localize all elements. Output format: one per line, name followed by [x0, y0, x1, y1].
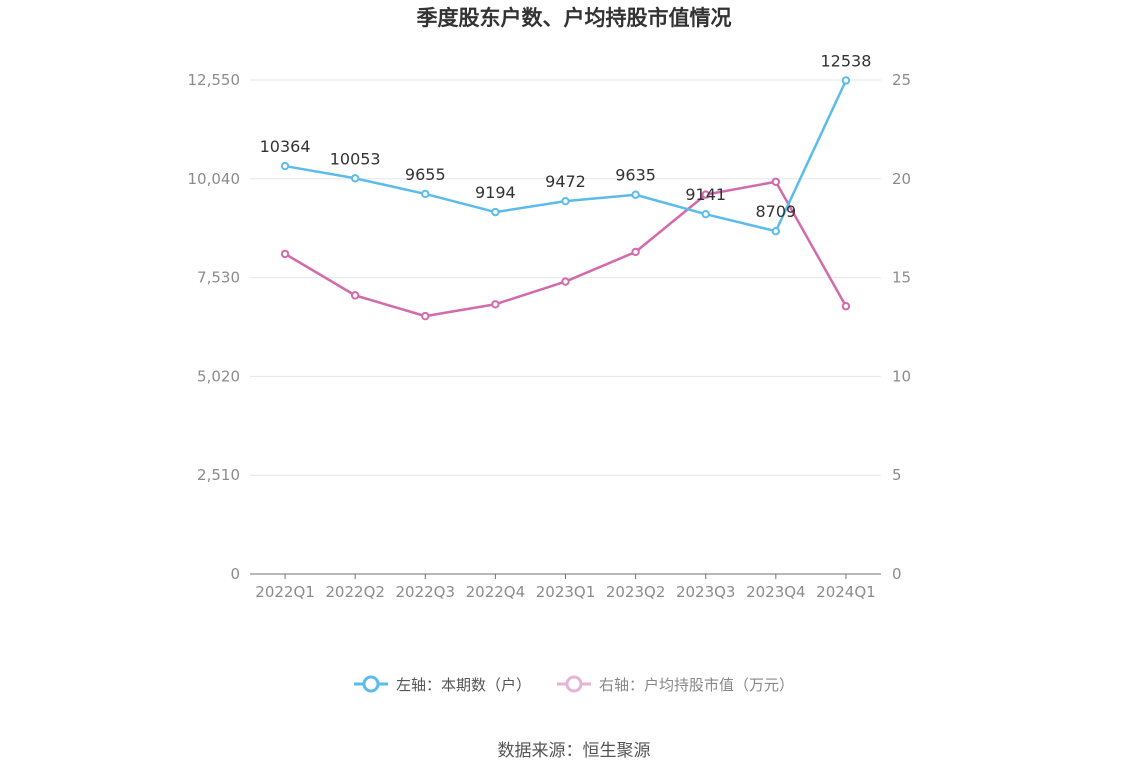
left-axis: 0 2,510 5,020 7,530 10,040 12,550 [188, 71, 241, 583]
legend-label-left-series: 左轴：本期数（户） [395, 675, 531, 694]
data-point-right [561, 277, 570, 286]
data-point-right [701, 190, 710, 199]
data-point-right [631, 247, 640, 257]
data-point-left [421, 189, 430, 199]
left-tick-label: 5,020 [197, 367, 240, 385]
right-tick-label: 0 [892, 565, 902, 583]
data-point-left [701, 209, 710, 219]
legend-circle-icon [353, 675, 388, 693]
data-point-left [491, 207, 500, 217]
left-tick-label: 7,530 [197, 269, 240, 287]
data-point-left [631, 190, 640, 199]
legend-item-right-series[interactable]: 右轴：户均持股市值（万元） [557, 673, 794, 695]
x-tick-label: 2022Q2 [325, 583, 385, 601]
x-tick-label: 2022Q3 [396, 583, 456, 601]
data-point-left [561, 196, 570, 206]
left-tick-label: 10,040 [188, 170, 241, 188]
chart-title: 季度股东户数、户均持股市值情况 [416, 6, 732, 30]
data-label: 9472 [545, 172, 586, 191]
data-point-left [350, 174, 360, 183]
data-label: 9635 [615, 166, 656, 185]
legend-label-right-series: 右轴：户均持股市值（万元） [599, 675, 795, 694]
left-tick-label: 2,510 [197, 466, 240, 484]
source-note: 数据来源：恒生聚源 [497, 741, 651, 761]
right-tick-label: 25 [892, 71, 911, 89]
x-tick-label: 2022Q1 [255, 583, 315, 601]
data-point-right [771, 177, 781, 186]
right-tick-label: 10 [892, 367, 911, 385]
data-point-right [841, 302, 851, 311]
legend-item-left-series[interactable]: 左轴：本期数（户） [353, 673, 531, 695]
legend-circle-icon [557, 675, 591, 693]
x-tick-label: 2022Q4 [466, 583, 526, 601]
x-tick-label: 2023Q2 [606, 583, 666, 601]
legend: 左轴：本期数（户） 右轴：户均持股市值（万元） [0, 673, 1148, 695]
data-label: 10053 [330, 149, 381, 168]
x-tick-label: 2023Q1 [536, 583, 596, 601]
series-layer [280, 76, 851, 321]
data-label: 9194 [475, 183, 516, 202]
left-tick-label: 0 [230, 565, 240, 583]
right-tick-label: 20 [892, 170, 911, 188]
data-point-right [280, 249, 290, 259]
left-tick-label: 12,550 [188, 71, 241, 89]
data-labels: 10364 10053 9655 9194 9472 9635 9141 8709 12538 [260, 51, 872, 221]
right-axis: 0 5 10 15 20 25 [892, 71, 911, 583]
x-axis: 2022Q1 2022Q2 2022Q3 2022Q4 2023Q1 2023Q2 2023… [250, 573, 881, 601]
x-tick-label: 2023Q3 [676, 583, 736, 601]
data-point-left [841, 76, 851, 85]
data-label: 12538 [820, 51, 871, 70]
data-point-right [421, 311, 430, 321]
x-tick-label: 2024Q1 [816, 583, 876, 601]
data-label: 8709 [755, 202, 796, 221]
x-tick-label: 2023Q4 [746, 583, 806, 601]
data-label: 10364 [260, 137, 311, 156]
data-point-left [280, 161, 290, 171]
data-point-right [350, 291, 360, 300]
right-tick-label: 15 [892, 269, 911, 287]
right-tick-label: 5 [892, 466, 902, 484]
data-label: 9655 [405, 165, 446, 184]
data-point-left [771, 226, 781, 236]
data-point-right [491, 300, 500, 309]
data-label: 9141 [685, 185, 726, 204]
